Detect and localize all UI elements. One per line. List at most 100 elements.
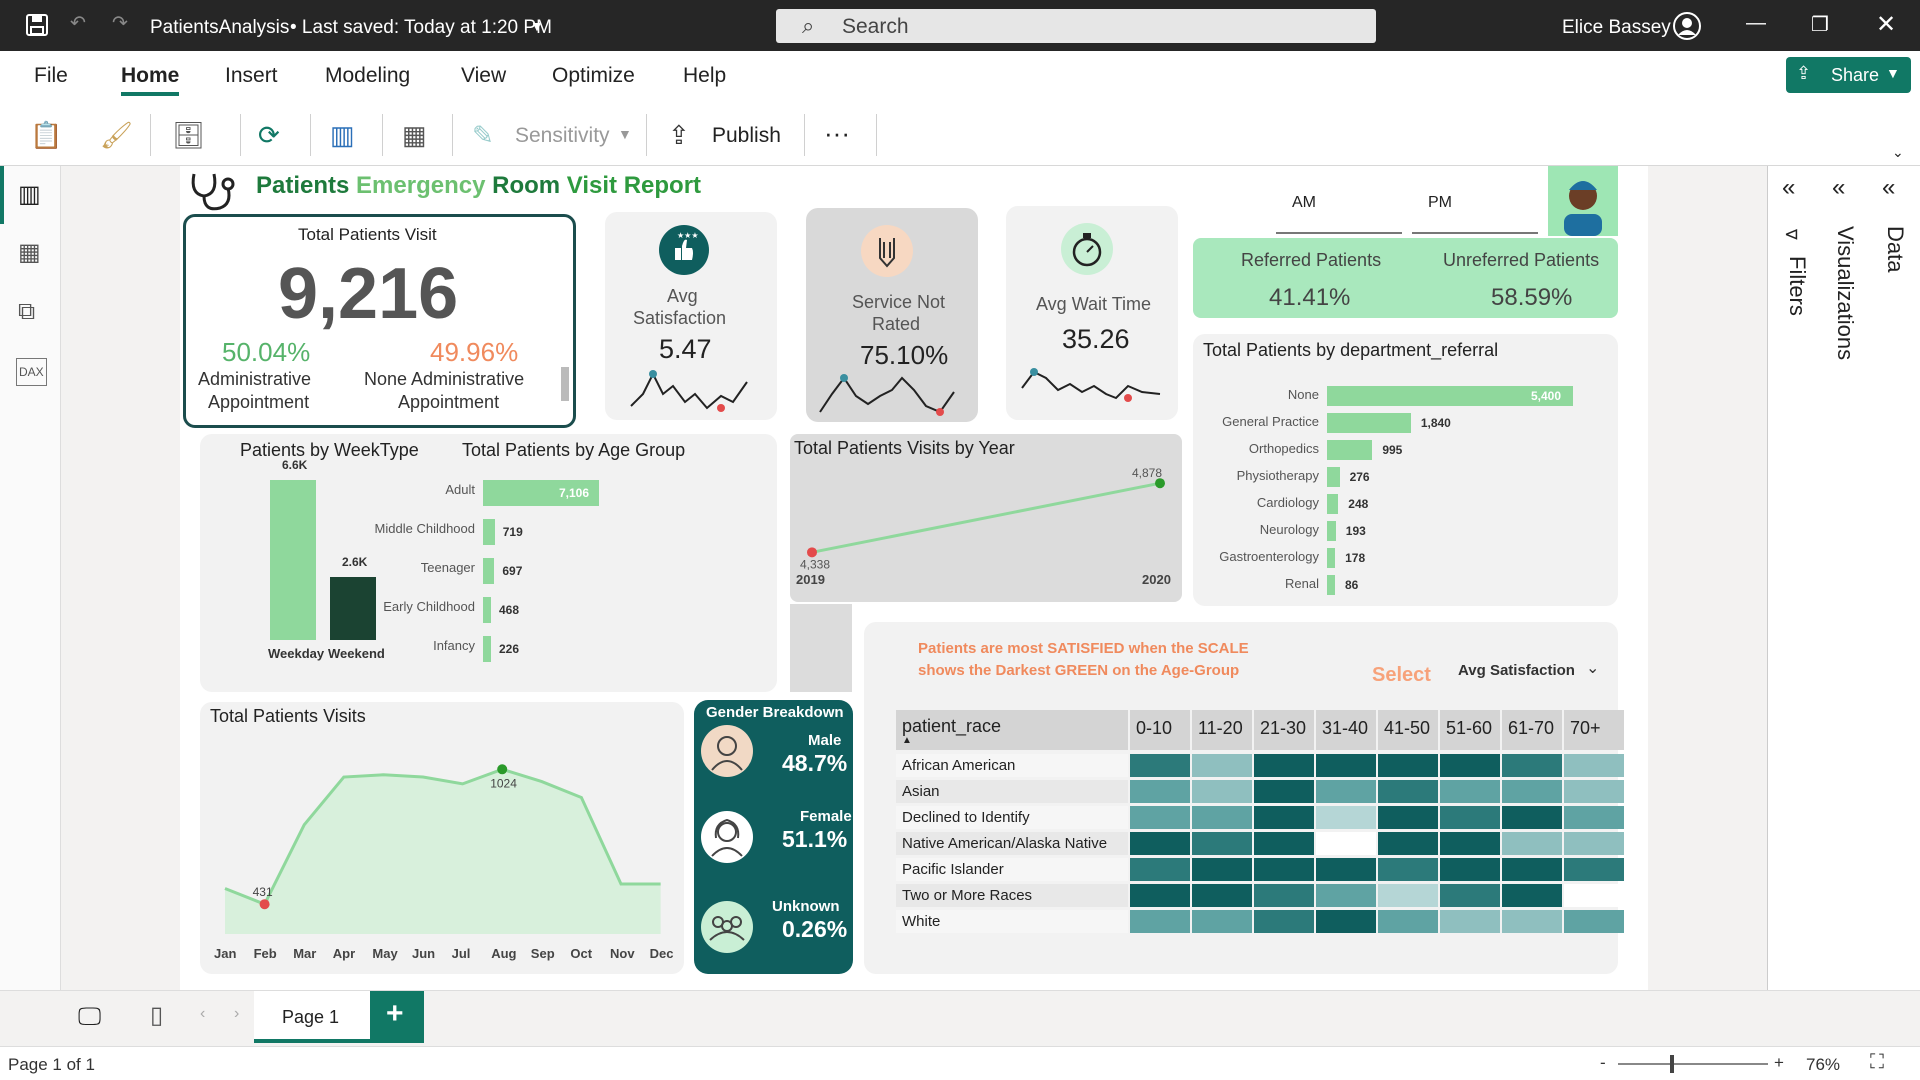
prev-page-icon[interactable]: ‹ <box>200 1005 206 1022</box>
heatmap-cell[interactable] <box>1440 806 1500 829</box>
heatmap-cell[interactable] <box>1192 858 1252 881</box>
collapse-visualizations-icon[interactable]: « <box>1832 174 1846 201</box>
more-options-icon[interactable]: ··· <box>824 118 850 148</box>
heatmap-cell[interactable] <box>1254 780 1314 803</box>
heatmap-cell[interactable] <box>1316 858 1376 881</box>
heatmap-cell[interactable] <box>1564 806 1624 829</box>
heatmap-cell[interactable] <box>1316 754 1376 777</box>
column-header[interactable]: 21-30 <box>1260 718 1307 738</box>
mobile-layout-icon[interactable]: ▯ <box>150 1002 164 1029</box>
undo-icon[interactable]: ↶ <box>70 13 86 34</box>
share-button[interactable]: ⇪ Share ▼ <box>1786 57 1911 93</box>
column-header[interactable]: 31-40 <box>1322 718 1369 738</box>
chevron-down-icon[interactable]: ⌄ <box>1586 660 1600 677</box>
next-page-icon[interactable]: › <box>234 1005 240 1022</box>
heatmap-cell[interactable] <box>1316 780 1376 803</box>
column-header[interactable]: 61-70 <box>1508 718 1555 738</box>
desktop-layout-icon[interactable]: 🖵 <box>78 1003 102 1030</box>
heatmap-cell[interactable] <box>1440 858 1500 881</box>
slicer-pm[interactable]: PM <box>1428 194 1452 211</box>
save-icon[interactable] <box>26 14 48 36</box>
heatmap-cell[interactable] <box>1130 884 1190 907</box>
heatmap-cell[interactable] <box>1254 832 1314 855</box>
measure-dropdown[interactable]: Avg Satisfaction <box>1458 662 1575 679</box>
column-header[interactable]: 11-20 <box>1198 718 1243 738</box>
menu-help[interactable]: Help <box>683 64 727 87</box>
heatmap-cell[interactable] <box>1316 910 1376 933</box>
heatmap-cell[interactable] <box>1130 858 1190 881</box>
heatmap-cell[interactable] <box>1192 832 1252 855</box>
heatmap-cell[interactable] <box>1502 754 1562 777</box>
bar[interactable] <box>1327 575 1335 595</box>
heatmap-cell[interactable] <box>1316 884 1376 907</box>
heatmap-cell[interactable] <box>1192 910 1252 933</box>
avg-satisfaction-card[interactable]: ★★★ Avg Satisfaction 5.47 <box>605 212 777 420</box>
heatmap-cell[interactable] <box>1502 806 1562 829</box>
heatmap-cell[interactable] <box>1502 832 1562 855</box>
heatmap-cell[interactable] <box>1192 806 1252 829</box>
close-icon[interactable]: ✕ <box>1876 11 1897 38</box>
data-point[interactable] <box>259 899 270 910</box>
bar[interactable] <box>483 597 491 623</box>
menu-file[interactable]: File <box>34 64 68 87</box>
file-name[interactable]: PatientsAnalysis <box>150 17 290 38</box>
heatmap-cell[interactable] <box>1564 858 1624 881</box>
collapse-data-icon[interactable]: « <box>1882 174 1896 201</box>
slicer-am[interactable]: AM <box>1292 194 1316 211</box>
column-header[interactable]: 41-50 <box>1384 718 1431 738</box>
sensitivity-button[interactable]: Sensitivity <box>515 124 610 147</box>
bar[interactable] <box>330 576 376 640</box>
bar[interactable] <box>1327 386 1573 406</box>
heatmap-cell[interactable] <box>1192 884 1252 907</box>
heatmap-cell[interactable] <box>1192 754 1252 777</box>
filters-pane-tab[interactable]: Filters <box>1785 256 1810 316</box>
heatmap-cell[interactable] <box>1502 780 1562 803</box>
heatmap-cell[interactable] <box>1502 858 1562 881</box>
heatmap-cell[interactable] <box>1440 910 1500 933</box>
bar[interactable] <box>1327 548 1336 568</box>
heatmap-cell[interactable] <box>1502 910 1562 933</box>
bar[interactable] <box>270 480 316 640</box>
total-visit-card[interactable]: Total Patients Visit 9,216 50.04% Admini… <box>183 214 576 428</box>
collapse-filters-icon[interactable]: « <box>1782 174 1796 201</box>
data-pane-tab[interactable]: Data <box>1883 226 1908 273</box>
search-input[interactable]: ⌕ Search <box>776 9 1376 43</box>
menu-optimize[interactable]: Optimize <box>552 64 635 87</box>
gender-breakdown-card[interactable]: Gender Breakdown Male 48.7% Female 51.1%… <box>694 700 853 974</box>
redo-icon[interactable]: ↷ <box>112 13 128 34</box>
heatmap-cell[interactable] <box>1564 780 1624 803</box>
heatmap-cell[interactable] <box>1254 806 1314 829</box>
heatmap-cell[interactable] <box>1378 858 1438 881</box>
heatmap-cell[interactable] <box>1192 780 1252 803</box>
column-header[interactable]: patient_race <box>902 716 1002 736</box>
heatmap-cell[interactable] <box>1130 806 1190 829</box>
heatmap-cell[interactable] <box>1254 884 1314 907</box>
data-point[interactable] <box>497 764 508 775</box>
table-view-icon[interactable]: ▦ <box>18 239 41 266</box>
column-header[interactable]: 0-10 <box>1136 718 1173 738</box>
menu-insert[interactable]: Insert <box>225 64 278 87</box>
bar[interactable] <box>483 519 495 545</box>
menu-view[interactable]: View <box>461 64 507 87</box>
chevron-down-icon[interactable]: ▼ <box>530 18 544 34</box>
heatmap-cell[interactable] <box>1564 832 1624 855</box>
heatmap-cell[interactable] <box>1316 832 1376 855</box>
avg-wait-time-card[interactable]: Avg Wait Time 35.26 <box>1006 206 1178 420</box>
menu-modeling[interactable]: Modeling <box>325 64 411 87</box>
heatmap-cell[interactable] <box>1378 884 1438 907</box>
monthly-visits-chart[interactable]: Total Patients Visits Jan Feb 431 Mar Apr May… <box>200 702 684 974</box>
menu-home[interactable]: Home <box>121 64 180 87</box>
bar[interactable] <box>1327 521 1336 541</box>
heatmap-cell[interactable] <box>1440 832 1500 855</box>
bar[interactable] <box>483 636 491 662</box>
heatmap-cell[interactable] <box>1316 806 1376 829</box>
page-tab-1[interactable]: Page 1 <box>254 991 370 1043</box>
zoom-out-button[interactable]: - <box>1600 1053 1606 1072</box>
scrollbar[interactable] <box>561 367 569 401</box>
model-view-icon[interactable]: ⧉ <box>18 298 36 325</box>
restore-icon[interactable]: ❐ <box>1811 14 1829 36</box>
fit-to-page-icon[interactable]: ⛶ <box>1870 1051 1884 1073</box>
chevron-down-icon[interactable]: ⌄ <box>1892 144 1904 160</box>
heatmap-cell[interactable] <box>1440 754 1500 777</box>
heatmap-cell[interactable] <box>1130 832 1190 855</box>
